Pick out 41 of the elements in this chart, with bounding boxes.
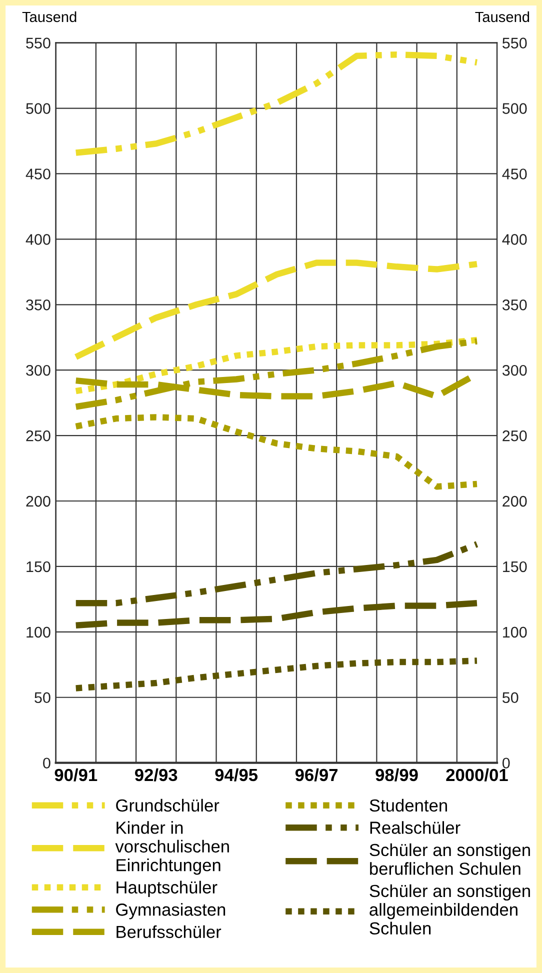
- y-tick-label: 50: [34, 692, 50, 704]
- legend-label: Gymnasiasten: [116, 903, 226, 920]
- y-tick-label: 400: [26, 234, 50, 245]
- y2-tick-label: 150: [503, 561, 527, 572]
- y2-tick-label: 450: [502, 168, 527, 180]
- y2-tick-label: 50: [502, 692, 518, 704]
- y2-tick-label: 550: [502, 38, 527, 48]
- legend-label: Kinder in vorschulischen Einrichtungen: [115, 821, 229, 875]
- y-tick-label: 200: [26, 496, 50, 507]
- legend-label: Schüler an sonstigen beruflichen Schulen: [370, 843, 530, 875]
- y2-tick-label: 300: [502, 364, 527, 376]
- y-tick-label: 100: [26, 626, 50, 638]
- y-tick-label: 300: [26, 364, 50, 376]
- x-tick-label: 96/97: [295, 768, 338, 782]
- y-axis-title: Tausend: [22, 11, 76, 22]
- legend-label: Studenten: [370, 798, 447, 812]
- legend-label: Schüler an sonstigen allgemeinbildenden Schulen: [370, 884, 530, 935]
- y2-axis-title: Tausend: [475, 11, 530, 22]
- y2-tick-label: 500: [502, 103, 527, 114]
- y2-tick-label: 100: [503, 626, 527, 638]
- y-tick-label: 250: [26, 430, 50, 442]
- y-tick-label: 450: [26, 168, 50, 180]
- x-tick-label: 92/93: [134, 768, 178, 782]
- legend-label: Berufsschüler: [116, 925, 222, 938]
- x-tick-label: 90/91: [54, 768, 98, 782]
- y-tick-label: 350: [26, 300, 50, 310]
- y-tick-label: 150: [26, 561, 50, 572]
- legend-label: Hauptschüler: [116, 880, 218, 897]
- y-tick-label: 0: [43, 758, 50, 769]
- y2-tick-label: 200: [502, 496, 527, 507]
- y-tick-label: 500: [26, 103, 50, 114]
- y2-tick-label: 400: [502, 234, 527, 245]
- legend-label: Realschüler: [370, 821, 460, 834]
- y2-tick-label: 250: [502, 430, 527, 442]
- y2-tick-label: 0: [502, 758, 510, 769]
- y2-tick-label: 350: [502, 300, 527, 310]
- y-tick-label: 550: [26, 38, 50, 48]
- x-tick-label: 98/99: [376, 768, 418, 782]
- x-tick-label: 94/95: [215, 768, 258, 782]
- legend-label: Grundschüler: [116, 798, 220, 812]
- x-tick-label: 2000/01: [446, 768, 508, 782]
